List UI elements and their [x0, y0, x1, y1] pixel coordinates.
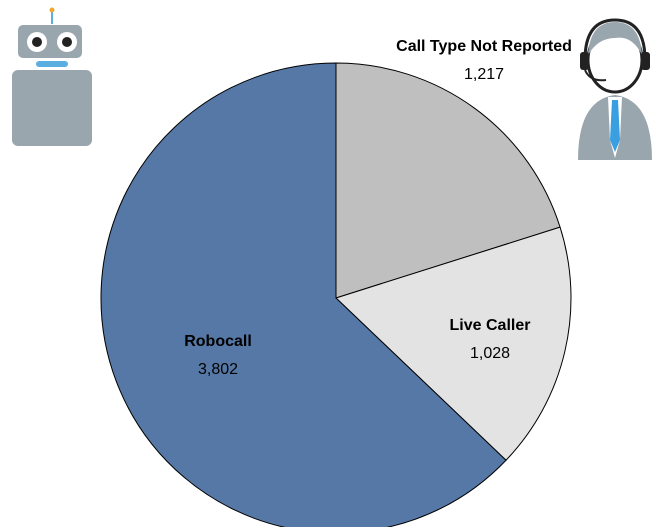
pie-slice	[100, 62, 507, 527]
slice-value: 1,217	[464, 66, 504, 83]
agent-icon	[578, 18, 652, 160]
pie-slice	[335, 226, 572, 461]
pie-slice	[335, 62, 561, 299]
slice-label: Live Caller	[450, 317, 531, 334]
slice-value: 3,802	[198, 361, 238, 378]
slice-label: Call Type Not Reported	[396, 38, 572, 55]
slice-value: 1,028	[470, 345, 510, 362]
robot-icon	[12, 7, 92, 146]
slice-label: Robocall	[184, 333, 252, 350]
